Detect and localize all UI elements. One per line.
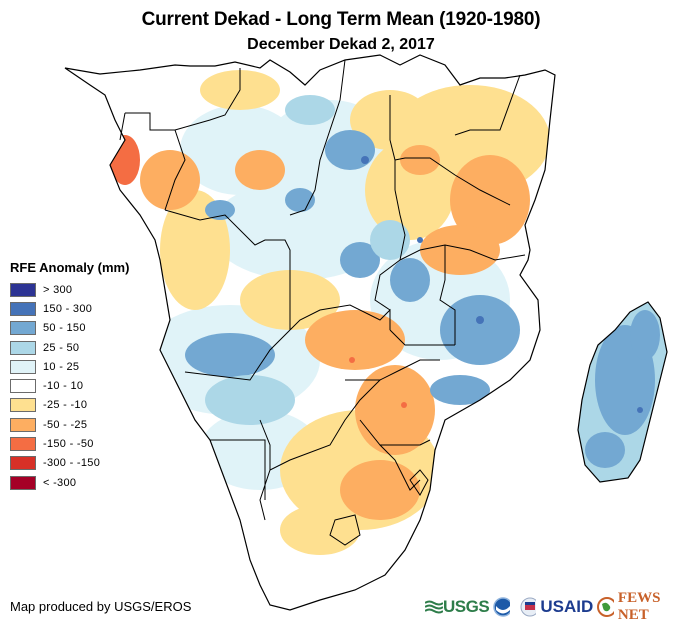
legend-label: 10 - 25: [43, 360, 80, 373]
legend-swatch: [10, 340, 36, 355]
legend-swatch: [10, 359, 36, 374]
legend-item: -25 - -10: [10, 396, 129, 415]
noaa-logo-icon: [493, 597, 510, 617]
legend-swatch: [10, 475, 36, 490]
legend-item: -50 - -25: [10, 415, 129, 434]
legend-label: -50 - -25: [43, 418, 88, 431]
legend-item: -10 - 10: [10, 376, 129, 395]
legend-swatch: [10, 301, 36, 316]
legend-label: -300 - -150: [43, 457, 101, 470]
legend-label: 50 - 150: [43, 322, 86, 335]
legend-swatch: [10, 437, 36, 452]
usgs-logo: USGS: [425, 597, 490, 617]
fews-globe-icon: [597, 597, 614, 617]
map-subtitle: December Dekad 2, 2017: [247, 36, 435, 53]
legend-label: 150 - 300: [43, 302, 93, 315]
legend-label: > 300: [43, 283, 73, 296]
legend-item: -300 - -150: [10, 454, 129, 473]
legend-swatch: [10, 321, 36, 336]
fews-net-wordmark: FEWS NET: [617, 590, 661, 623]
legend-item: < -300: [10, 473, 129, 492]
legend-title: RFE Anomaly (mm): [10, 260, 130, 275]
partner-logos: USGS USAID FEWS NET: [425, 590, 682, 624]
legend-label: < -300: [43, 476, 77, 489]
usgs-wave-icon: [425, 600, 443, 614]
legend-swatch: [10, 417, 36, 432]
legend-items: > 300 150 - 300 50 - 150 25 - 50 10 - 25 -10 …: [10, 280, 129, 492]
usgs-wordmark: USGS: [443, 597, 490, 616]
legend-item: 50 - 150: [10, 319, 129, 338]
legend-item: -150 - -50: [10, 434, 129, 453]
legend-swatch: [10, 456, 36, 471]
usaid-seal-icon: [520, 597, 537, 617]
legend-label: -150 - -50: [43, 438, 94, 451]
legend-swatch: [10, 379, 36, 394]
map-title: Current Dekad - Long Term Mean (1920-198…: [141, 9, 541, 30]
country-borders: [119, 59, 526, 546]
legend-label: 25 - 50: [43, 341, 80, 354]
legend-item: 150 - 300: [10, 299, 129, 318]
legend-item: 25 - 50: [10, 338, 129, 357]
map-credit: Map produced by USGS/EROS: [10, 599, 192, 614]
madagascar-anomaly-layer: [578, 302, 667, 482]
legend-item: 10 - 25: [10, 357, 129, 376]
legend-swatch: [10, 282, 36, 297]
legend: RFE Anomaly (mm) > 300 150 - 300 50 - 150 2…: [10, 260, 129, 492]
legend-label: -10 - 10: [43, 380, 84, 393]
legend-swatch: [10, 398, 36, 413]
legend-label: -25 - -10: [43, 399, 88, 412]
usaid-wordmark: USAID: [540, 597, 594, 616]
legend-item: > 300: [10, 280, 129, 299]
